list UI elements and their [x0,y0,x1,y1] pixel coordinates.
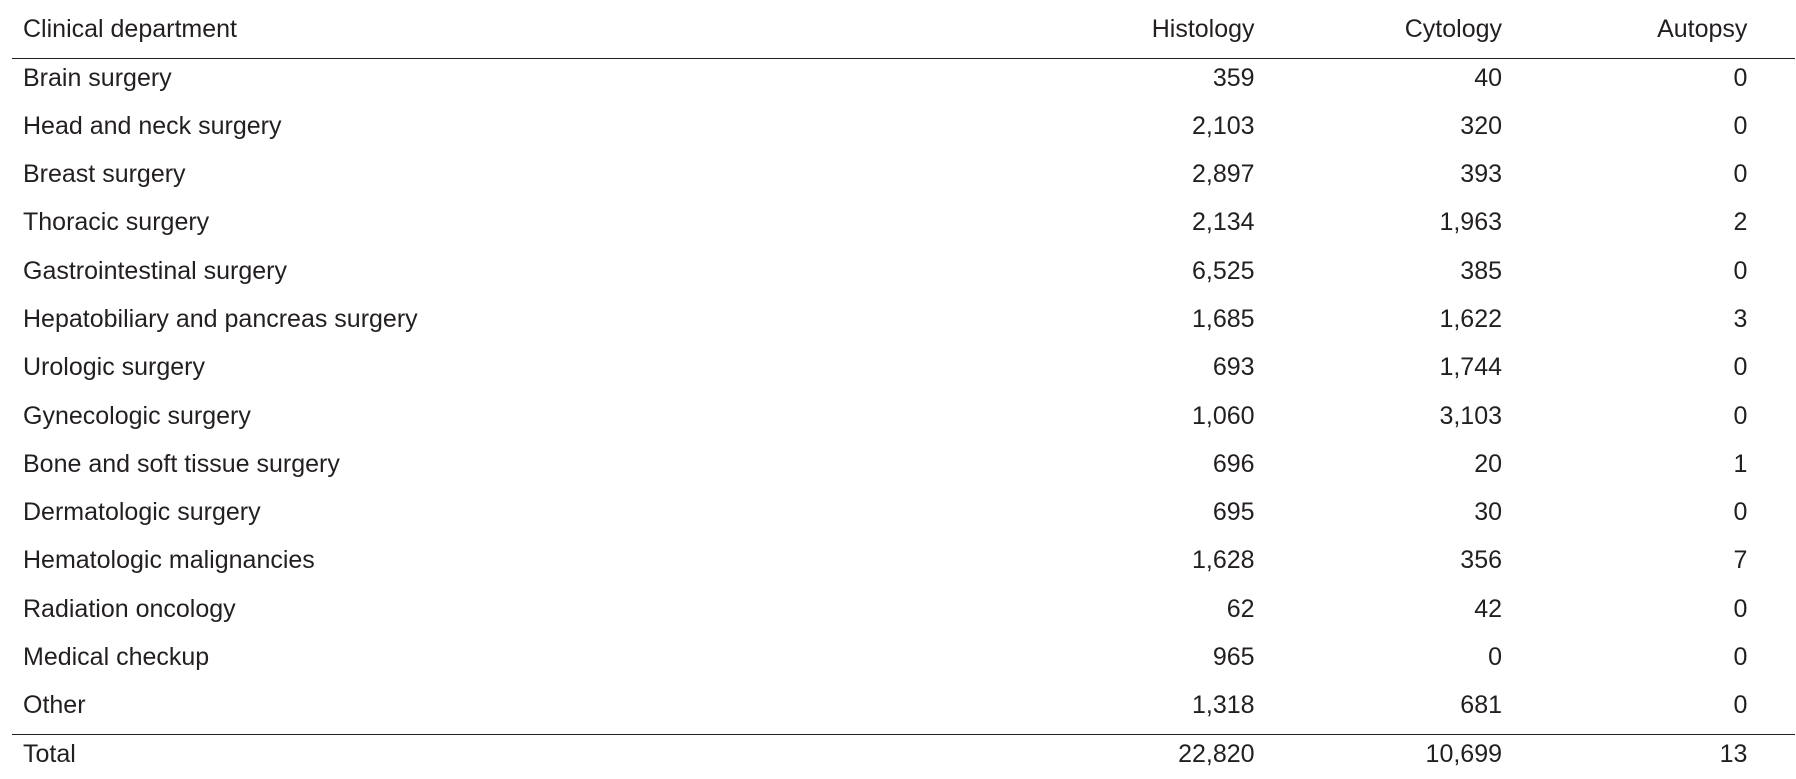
cell-cytology: 20 [1474,449,1503,478]
cell-histology: 696 [1212,449,1255,478]
table-row: Other 1,318 681 0 [12,686,1795,734]
cell-autopsy: 0 [1733,160,1748,189]
cell-department: Thoracic surgery [23,208,210,237]
total-autopsy: 13 [1502,734,1748,779]
cell-cytology: 320 [1460,111,1503,140]
cell-cytology: 40 [1474,64,1503,92]
table-row: Medical checkup 965 0 0 [12,638,1795,686]
table-row: Breast surgery 2,897 393 0 [12,155,1795,203]
total-histology: 22,820 [1016,734,1255,779]
cell-histology: 1,628 [1191,546,1255,575]
cell-cytology: 681 [1460,691,1503,720]
cell-histology: 1,060 [1191,401,1255,430]
cell-autopsy: 2 [1733,208,1748,237]
total-cytology: 10,699 [1254,734,1503,779]
cell-department: Gynecologic surgery [23,401,251,430]
cell-department: Other [23,691,86,720]
cell-autopsy: 3 [1733,304,1748,333]
cell-department: Breast surgery [23,160,186,189]
cell-histology: 965 [1212,643,1255,672]
cell-histology: 2,134 [1191,208,1255,237]
cell-department: Hematologic malignancies [23,546,315,575]
header-autopsy: Autopsy [1502,0,1748,59]
total-row: Total 22,820 10,699 13 [12,734,1795,779]
cell-histology: 1,685 [1191,304,1255,333]
cell-autopsy: 7 [1733,546,1748,575]
cell-cytology: 3,103 [1439,401,1503,430]
table-row: Bone and soft tissue surgery 696 20 1 [12,445,1795,493]
total-label: Total [12,734,1017,779]
cell-department: Brain surgery [23,64,172,92]
header-histology: Histology [1016,0,1255,59]
cell-cytology: 30 [1474,498,1503,527]
cell-department: Urologic surgery [23,353,206,382]
cell-department: Dermatologic surgery [23,498,261,527]
cell-autopsy: 0 [1733,256,1748,285]
cell-department: Radiation oncology [23,594,236,623]
table-row: Hematologic malignancies 1,628 356 7 [12,541,1795,589]
cell-autopsy: 0 [1733,401,1748,430]
cell-cytology: 1,622 [1439,304,1503,333]
cell-autopsy: 0 [1733,643,1748,672]
header-row: Clinical department Histology Cytology A… [12,0,1795,59]
cell-department: Head and neck surgery [23,111,282,140]
cell-department: Bone and soft tissue surgery [23,449,340,478]
cell-autopsy: 0 [1733,594,1748,623]
cell-histology: 6,525 [1191,256,1255,285]
cell-autopsy: 1 [1733,449,1748,478]
cell-autopsy: 0 [1733,691,1748,720]
cell-department: Gastrointestinal surgery [23,256,288,285]
table-row: Hepatobiliary and pancreas surgery 1,685 1… [12,300,1795,348]
cell-cytology: 0 [1488,643,1503,672]
cell-cytology: 1,963 [1439,208,1503,237]
cell-histology: 1,318 [1191,691,1255,720]
table-row: Brain surgery 359 40 0 [12,59,1795,107]
cell-autopsy: 0 [1733,498,1748,527]
header-cytology: Cytology [1254,0,1503,59]
cell-autopsy: 0 [1733,353,1748,382]
cell-autopsy: 0 [1733,64,1748,92]
cell-histology: 695 [1212,498,1255,527]
header-spacer [1747,0,1795,59]
cell-histology: 2,103 [1191,111,1255,140]
table-row: Thoracic surgery 2,134 1,963 2 [12,203,1795,251]
cell-histology: 359 [1212,64,1255,92]
cell-department: Medical checkup [23,643,210,672]
cell-histology: 693 [1212,353,1255,382]
table-row: Gastrointestinal surgery 6,525 385 0 [12,252,1795,300]
cell-cytology: 356 [1460,546,1503,575]
cell-histology: 62 [1226,594,1255,623]
table-row: Gynecologic surgery 1,060 3,103 0 [12,397,1795,445]
table-row: Dermatologic surgery 695 30 0 [12,493,1795,541]
cell-cytology: 1,744 [1439,353,1503,382]
table-row: Radiation oncology 62 42 0 [12,590,1795,638]
cell-histology: 2,897 [1191,160,1255,189]
department-specimen-table: Clinical department Histology Cytology A… [12,0,1795,779]
cell-cytology: 393 [1460,160,1503,189]
table-row: Urologic surgery 693 1,744 0 [12,348,1795,396]
cell-cytology: 385 [1460,256,1503,285]
cell-autopsy: 0 [1733,111,1748,140]
cell-cytology: 42 [1474,594,1503,623]
header-department: Clinical department [12,0,1017,59]
cell-department: Hepatobiliary and pancreas surgery [23,304,418,333]
table-row: Head and neck surgery 2,103 320 0 [12,107,1795,155]
